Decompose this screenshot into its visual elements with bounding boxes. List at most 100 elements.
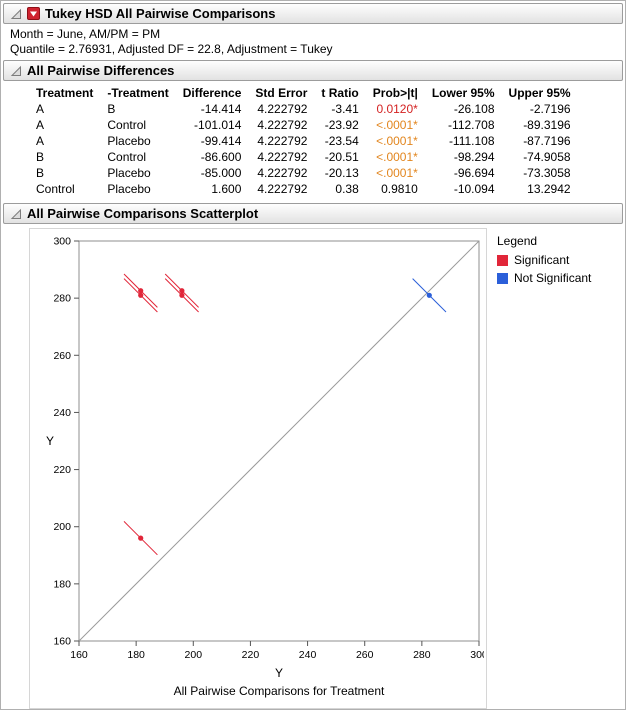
cell-upper-95: -2.7196 <box>529 102 571 116</box>
y-tick-label: 240 <box>53 407 71 419</box>
cell-lower-95: -96.694 <box>453 166 495 180</box>
cell-upper-95: -87.7196 <box>523 134 571 148</box>
cell-treatment: B <box>36 166 45 180</box>
table-header-row: Treatment -Treatment Difference Std Error t … <box>29 85 578 101</box>
cell-lower-95: -10.094 <box>453 182 495 196</box>
column-header: Upper 95% <box>508 86 571 100</box>
column-header: Lower 95% <box>431 86 495 100</box>
cell-difference: 1.600 <box>211 182 242 196</box>
cell-std-error: 4.222792 <box>257 118 308 132</box>
cell-prob: <.0001* <box>376 118 418 132</box>
cell-std-error: 4.222792 <box>257 150 308 164</box>
scatterplot-graph-box[interactable]: 160 160 180 180 200 200 220 220 240 240 260 260 280 2… <box>29 228 488 709</box>
x-tick-label: 160 <box>70 649 88 661</box>
legend-item[interactable]: Significant <box>497 253 591 267</box>
cell-lower-95: -112.708 <box>448 118 495 132</box>
legend-item[interactable]: Not Significant <box>497 271 591 285</box>
x-tick-label: 240 <box>299 649 317 661</box>
cell-treatment: B <box>36 150 45 164</box>
legend-swatch-icon <box>497 254 508 266</box>
column-header: Prob>|t| <box>372 86 418 100</box>
column-header: Std Error <box>255 86 308 100</box>
legend-item-label: Significant <box>514 253 570 267</box>
legend-item-label: Not Significant <box>514 271 592 285</box>
cell-minus-treatment: Control <box>107 150 147 164</box>
x-tick-label: 180 <box>127 649 145 661</box>
cell-minus-treatment: Placebo <box>107 166 151 180</box>
section-title: All Pairwise Differences <box>27 63 175 78</box>
comparison-point[interactable] <box>138 292 144 298</box>
legend-swatch-icon <box>497 272 508 284</box>
x-tick-label: 300 <box>470 649 484 661</box>
column-header: t Ratio <box>321 86 359 100</box>
disclosure-triangle-icon[interactable] <box>10 208 22 220</box>
cell-treatment: Control <box>36 182 75 196</box>
legend: Legend Significant Not Significant <box>497 234 591 289</box>
cell-treatment: A <box>36 102 45 116</box>
column-header: -Treatment <box>107 86 169 100</box>
cell-prob: 0.0120* <box>376 102 418 116</box>
report-title: Tukey HSD All Pairwise Comparisons <box>45 6 276 21</box>
column-header: Difference <box>182 86 242 100</box>
outline-header-scatterplot[interactable]: All Pairwise Comparisons Scatterplot <box>3 203 623 224</box>
cell-upper-95: 13.2942 <box>527 182 571 196</box>
comparison-point[interactable] <box>138 288 144 294</box>
quantile-line: Quantile = 2.76931, Adjusted DF = 22.8, … <box>10 42 333 56</box>
cell-t-ratio: -3.41 <box>331 102 359 116</box>
cell-minus-treatment: Control <box>107 118 147 132</box>
cell-t-ratio: -20.13 <box>324 166 359 180</box>
y-tick-label: 180 <box>53 578 71 590</box>
disclosure-triangle-icon[interactable] <box>10 8 22 20</box>
table-row[interactable]: B Placebo -85.000 4.222792 -20.13 <.0001* -96.… <box>29 165 578 181</box>
cell-minus-treatment: B <box>107 102 116 116</box>
y-axis-label: Y <box>46 434 54 448</box>
outline-header-pairwise-differences[interactable]: All Pairwise Differences <box>3 60 623 81</box>
table-row[interactable]: A B -14.414 4.222792 -3.41 0.0120* -26.108 -2.7… <box>29 101 578 117</box>
legend-title: Legend <box>497 234 538 248</box>
cell-std-error: 4.222792 <box>257 166 308 180</box>
comparison-point[interactable] <box>426 292 432 298</box>
cell-prob: <.0001* <box>376 166 418 180</box>
section-title: All Pairwise Comparisons Scatterplot <box>27 206 259 221</box>
cell-upper-95: -89.3196 <box>523 118 571 132</box>
red-triangle-glyph <box>30 11 37 17</box>
cell-minus-treatment: Placebo <box>107 134 151 148</box>
cell-minus-treatment: Placebo <box>107 182 151 196</box>
y-tick-label: 200 <box>53 521 71 533</box>
outline-header-tukey-hsd[interactable]: Tukey HSD All Pairwise Comparisons <box>3 3 623 24</box>
cell-t-ratio: -23.92 <box>324 118 359 132</box>
cell-t-ratio: -20.51 <box>324 150 359 164</box>
table-row[interactable]: Control Placebo 1.600 4.222792 0.38 0.9810 -10… <box>29 181 578 197</box>
table-row[interactable]: A Placebo -99.414 4.222792 -23.54 <.0001* -111… <box>29 133 578 149</box>
disclosure-triangle-icon[interactable] <box>10 65 22 77</box>
cell-t-ratio: 0.38 <box>335 182 359 196</box>
comparison-point[interactable] <box>179 292 185 298</box>
cell-difference: -14.414 <box>200 102 242 116</box>
cell-prob: <.0001* <box>376 134 418 148</box>
x-axis-label: Y <box>275 666 283 680</box>
y-tick-label: 300 <box>53 236 71 248</box>
cell-t-ratio: -23.54 <box>324 134 359 148</box>
pairwise-differences-table: Treatment -Treatment Difference Std Error t … <box>29 85 578 197</box>
plot-caption: All Pairwise Comparisons for Treatment <box>174 684 385 698</box>
comparison-point[interactable] <box>138 535 144 541</box>
cell-difference: -101.014 <box>194 118 242 132</box>
cell-std-error: 4.222792 <box>257 102 308 116</box>
cell-prob: <.0001* <box>376 150 418 164</box>
cell-std-error: 4.222792 <box>257 134 308 148</box>
table-row[interactable]: A Control -101.014 4.222792 -23.92 <.0001* -11… <box>29 117 578 133</box>
y-tick-label: 280 <box>53 293 71 305</box>
cell-treatment: A <box>36 134 45 148</box>
column-header: Treatment <box>36 86 94 100</box>
cell-lower-95: -26.108 <box>453 102 495 116</box>
comparison-point[interactable] <box>179 288 185 294</box>
cell-lower-95: -98.294 <box>453 150 495 164</box>
cell-difference: -85.000 <box>200 166 242 180</box>
where-clause-line: Month = June, AM/PM = PM <box>10 27 161 41</box>
table-row[interactable]: B Control -86.600 4.222792 -20.51 <.0001* -98.… <box>29 149 578 165</box>
red-triangle-menu-icon[interactable] <box>27 7 40 20</box>
cell-lower-95: -111.108 <box>448 134 495 148</box>
x-tick-label: 280 <box>413 649 431 661</box>
x-tick-label: 200 <box>185 649 203 661</box>
